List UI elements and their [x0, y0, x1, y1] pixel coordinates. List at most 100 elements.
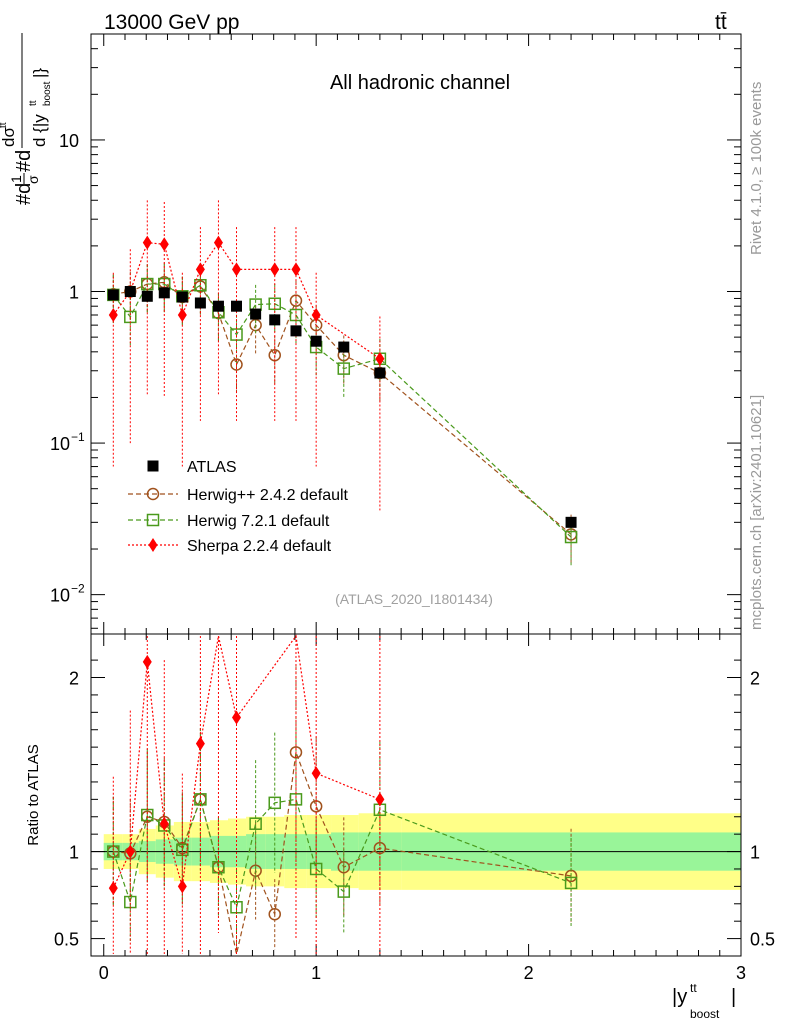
ratio-tick-label-left: 1: [69, 843, 79, 863]
sherpa-2-2-4-default-ratio-point: [375, 792, 385, 807]
sherpa-2-2-4-default-point: [291, 262, 301, 277]
x-tick-label: 3: [736, 963, 746, 983]
ratio-tick-label-right: 2: [750, 669, 760, 689]
legend-marker-herwig-7-2-1-default: [146, 513, 160, 527]
ratio-tick-label-right: 0.5: [750, 930, 775, 950]
herwig-7-2-1-default-ratio-point: [249, 817, 262, 830]
svg-text:|y: |y: [672, 986, 687, 1008]
atlas-point: [250, 308, 262, 320]
atlas-point: [176, 291, 188, 303]
sherpa-2-2-4-default-point: [159, 237, 169, 252]
sherpa-2-2-4-default-ratio-point: [311, 766, 321, 781]
sherpa-2-2-4-default-point: [232, 262, 242, 277]
sherpa-2-2-4-default-point: [213, 235, 223, 250]
atlas-point: [231, 300, 243, 312]
svg-text:tt: tt: [690, 981, 697, 995]
x-tick-label: 0: [99, 963, 109, 983]
ratio-panel-frame: [90, 633, 742, 957]
main-y-axis-label: #d 1 σ #d dσ tt d {|y tt boost |}: [0, 33, 53, 205]
sherpa-2-2-4-default-point: [177, 307, 187, 322]
legend: ATLAS Herwig++ 2.4.2 default Herwig 7.2.1 …: [128, 459, 349, 555]
sherpa-2-2-4-default-point: [195, 262, 205, 277]
sherpa-2-2-4-default-point: [142, 235, 152, 250]
atlas-point: [194, 297, 206, 309]
sherpa-2-2-4-default-ratio-point: [177, 879, 187, 894]
svg-text:σ: σ: [25, 175, 41, 184]
sherpa-2-2-4-default-ratio-point: [232, 710, 242, 725]
herwig-7-2-1-default-ratio-point: [309, 862, 323, 876]
sherpa-2-2-4-default-ratio-point: [125, 844, 135, 859]
atlas-point: [107, 289, 119, 301]
header-left-label: 13000 GeV pp: [104, 11, 239, 34]
legend-marker-atlas: [147, 460, 159, 472]
x-axis-label: |y tt boost |: [672, 981, 736, 1021]
sherpa-2-2-4-default-point: [311, 307, 321, 322]
atlas-point: [565, 516, 577, 528]
legend-marker-herwig-2-4-2-default: [146, 487, 160, 501]
legend-label-herwig-7-2-1-default: Herwig 7.2.1 default: [187, 513, 330, 530]
y-tick-label: 10: [50, 586, 70, 606]
svg-text:tt: tt: [0, 122, 9, 128]
x-tick-label: 1: [311, 963, 321, 983]
sherpa-2-2-4-default-point: [270, 262, 280, 277]
analysis-watermark: (ATLAS_2020_I1801434): [335, 591, 493, 607]
herwig-7-2-1-default-point: [268, 297, 281, 311]
atlas-point: [374, 367, 386, 379]
svg-text:d {|y: d {|y: [30, 114, 49, 147]
svg-text:|: |: [731, 986, 736, 1008]
mcplots-label: mcplots.cern.ch [arXiv:2401.10621]: [748, 395, 765, 630]
herwig-7-2-1-default-ratio-point: [268, 796, 281, 810]
ratio-y-axis-label: Ratio to ATLAS: [25, 744, 42, 845]
svg-text:1: 1: [8, 175, 24, 183]
chart-title: All hadronic channel: [330, 72, 510, 94]
sherpa-2-2-4-default-ratio-point: [195, 736, 205, 751]
rivet-version-label: Rivet 4.1.0, ≥ 100k events: [748, 82, 765, 255]
herwig-7-2-1-default-ratio-point: [564, 876, 578, 890]
main-series-layer: [107, 200, 578, 566]
atlas-point: [338, 341, 350, 353]
ratio-tick-label-left: 0.5: [54, 930, 79, 950]
herwig-7-2-1-default-ratio-point: [337, 885, 351, 898]
svg-text:tt: tt: [28, 100, 39, 106]
herwig-2-4-2-default-ratio-point: [268, 907, 281, 921]
ratio-series-layer: [107, 634, 578, 955]
sherpa-2-2-4-default-line: [112, 241, 381, 360]
y-tick-label-exponent: −1: [71, 430, 85, 444]
herwig-7-2-1-default-point: [337, 362, 351, 375]
ratio-tick-label-left: 2: [69, 669, 79, 689]
sherpa-2-2-4-default-ratio-point: [108, 881, 118, 896]
y-tick-label: 1: [69, 283, 79, 303]
atlas-point: [212, 300, 224, 312]
y-tick-label: 10: [50, 434, 70, 454]
legend-label-atlas: ATLAS: [187, 459, 237, 476]
legend-marker-sherpa-2-2-4-default: [148, 538, 158, 552]
sherpa-2-2-4-default-point: [108, 307, 118, 322]
svg-text:#d: #d: [13, 150, 35, 172]
legend-label-herwig-2-4-2-default: Herwig++ 2.4.2 default: [187, 487, 349, 504]
atlas-point: [158, 287, 170, 299]
x-tick-label: 2: [524, 963, 534, 983]
sherpa-2-2-4-default-point: [375, 351, 385, 366]
sherpa-2-2-4-default-ratio-point: [142, 654, 152, 669]
svg-text:#d: #d: [13, 183, 35, 205]
atlas-point: [141, 290, 153, 302]
svg-text:dσ: dσ: [0, 127, 18, 147]
herwig-7-2-1-default-point: [564, 530, 578, 544]
ratio-tick-label-right: 1: [750, 843, 760, 863]
herwig-2-4-2-default-point: [230, 358, 243, 371]
atlas-point: [310, 335, 322, 347]
atlas-point: [124, 286, 136, 298]
herwig-7-2-1-default-line: [112, 283, 572, 538]
atlas-point: [269, 314, 281, 326]
y-tick-label-exponent: −2: [71, 582, 85, 596]
y-tick-label: 10: [59, 131, 79, 151]
svg-text:boost: boost: [42, 81, 53, 106]
sherpa-2-2-4-default-ratio-point: [159, 816, 169, 831]
header-right-label: tt̄: [715, 11, 727, 34]
svg-text:|}: |}: [30, 68, 49, 78]
svg-text:boost: boost: [690, 1007, 720, 1021]
legend-label-sherpa-2-2-4-default: Sherpa 2.2.4 default: [187, 538, 332, 555]
atlas-point: [290, 325, 302, 337]
